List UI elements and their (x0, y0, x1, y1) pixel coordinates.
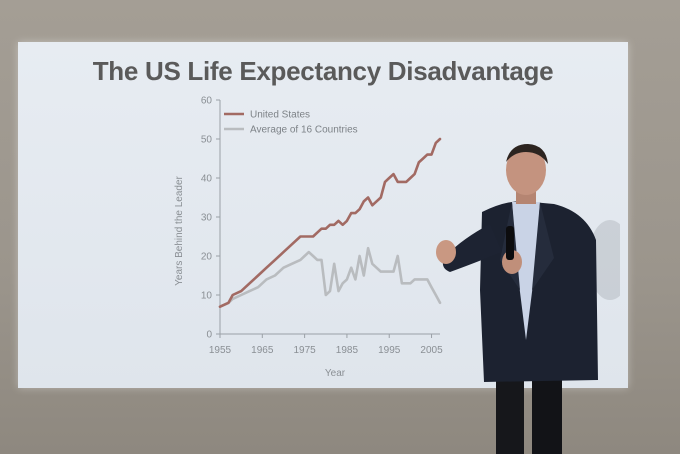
x-tick-label: 1985 (336, 345, 359, 356)
presenter-leg-left (496, 370, 524, 454)
y-tick-label: 50 (201, 135, 213, 146)
presenter-arm-left (442, 224, 502, 272)
y-tick-label: 60 (201, 96, 213, 107)
presenter-head (506, 145, 546, 195)
presenter-shirt (512, 202, 540, 340)
y-axis-label: Years Behind the Leader (174, 175, 185, 285)
presenter-hair (506, 144, 548, 164)
x-tick-label: 1955 (209, 345, 232, 356)
x-tick-label: 1975 (293, 345, 316, 356)
slide-title: The US Life Expectancy Disadvantage (92, 56, 554, 86)
legend-label-average-of-16-countries: Average of 16 Countries (250, 125, 358, 136)
series-line-united-states (218, 137, 442, 309)
y-tick-label: 20 (201, 252, 213, 263)
life-expectancy-chart: 0 10 20 30 40 50 60 1955 1965 1975 1985 1995 2005 Yea… (174, 96, 443, 380)
legend-label-united-states: United States (250, 110, 310, 121)
presenter-leg-right (532, 370, 562, 454)
presenter-lapel-right (532, 202, 554, 290)
series-line-average-of-16-countries (218, 246, 442, 309)
x-tick-label: 1965 (251, 345, 274, 356)
y-tick-label: 10 (201, 291, 213, 302)
microphone-icon (506, 226, 514, 260)
y-tick-label: 40 (201, 174, 213, 185)
y-tick-label: 30 (201, 213, 213, 224)
presenter-hand-left (436, 240, 456, 264)
x-tick-label: 1995 (378, 345, 401, 356)
x-axis-label: Year (325, 368, 346, 379)
x-tick-label: 2005 (420, 345, 443, 356)
y-tick-label: 0 (206, 330, 212, 341)
presenter-figure (436, 144, 620, 454)
